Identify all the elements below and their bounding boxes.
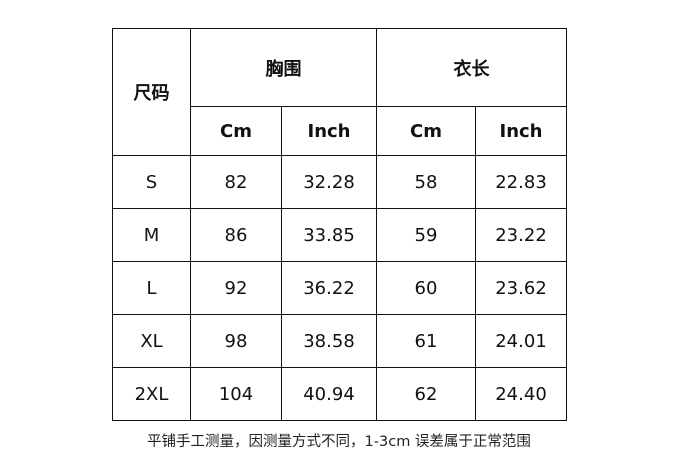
unit-header: Inch bbox=[475, 106, 567, 156]
size-cell: S bbox=[112, 155, 191, 209]
unit-row: Cm Inch Cm Inch bbox=[113, 106, 567, 156]
value-cell: 32.28 bbox=[281, 155, 377, 209]
value-cell: 33.85 bbox=[281, 208, 377, 262]
value-cell: 24.40 bbox=[475, 367, 567, 421]
size-header: 尺码 bbox=[112, 28, 191, 156]
unit-header: Inch bbox=[281, 106, 377, 156]
value-cell: 82 bbox=[190, 155, 282, 209]
size-cell: M bbox=[112, 208, 191, 262]
table-row: 2XL 104 40.94 62 24.40 bbox=[112, 367, 567, 421]
value-cell: 36.22 bbox=[281, 261, 377, 315]
value-cell: 61 bbox=[376, 314, 476, 368]
size-cell: L bbox=[112, 261, 191, 315]
header-row: 尺码 胸围 衣长 bbox=[112, 28, 567, 156]
unit-header: Cm bbox=[190, 106, 282, 156]
size-cell: XL bbox=[112, 314, 191, 368]
value-cell: 38.58 bbox=[281, 314, 377, 368]
measurement-note: 平铺手工测量，因测量方式不同，1-3cm 误差属于正常范围 bbox=[147, 434, 531, 450]
length-header: 衣长 bbox=[376, 28, 567, 107]
value-cell: 98 bbox=[190, 314, 282, 368]
table-row: XL 98 38.58 61 24.01 bbox=[112, 314, 567, 368]
chest-header: 胸围 bbox=[190, 28, 377, 107]
value-cell: 40.94 bbox=[281, 367, 377, 421]
value-cell: 24.01 bbox=[475, 314, 567, 368]
size-cell: 2XL bbox=[112, 367, 191, 421]
value-cell: 104 bbox=[190, 367, 282, 421]
value-cell: 62 bbox=[376, 367, 476, 421]
size-chart-table: 尺码 胸围 衣长 Cm Inch Cm Inch S 82 32.28 58 22.83… bbox=[112, 28, 567, 421]
value-cell: 92 bbox=[190, 261, 282, 315]
table-row: M 86 33.85 59 23.22 bbox=[112, 208, 567, 262]
value-cell: 60 bbox=[376, 261, 476, 315]
value-cell: 23.62 bbox=[475, 261, 567, 315]
unit-header: Cm bbox=[376, 106, 476, 156]
value-cell: 59 bbox=[376, 208, 476, 262]
table-row: S 82 32.28 58 22.83 bbox=[112, 155, 567, 209]
value-cell: 22.83 bbox=[475, 155, 567, 209]
table-row: L 92 36.22 60 23.62 bbox=[112, 261, 567, 315]
value-cell: 86 bbox=[190, 208, 282, 262]
value-cell: 23.22 bbox=[475, 208, 567, 262]
value-cell: 58 bbox=[376, 155, 476, 209]
